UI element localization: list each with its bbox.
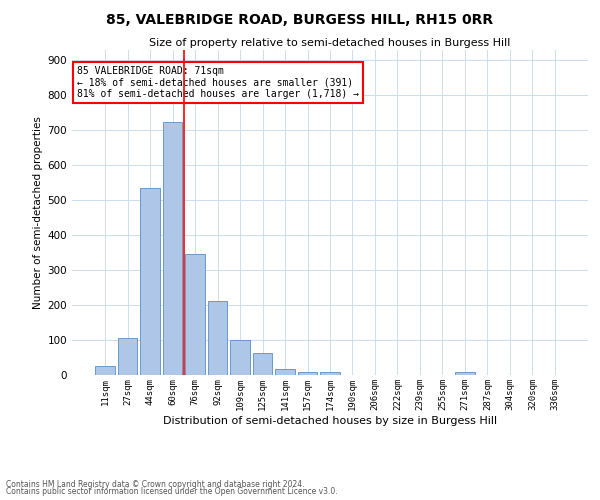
Title: Size of property relative to semi-detached houses in Burgess Hill: Size of property relative to semi-detach… xyxy=(149,38,511,48)
Text: Contains public sector information licensed under the Open Government Licence v3: Contains public sector information licen… xyxy=(6,487,338,496)
Bar xyxy=(95,366,115,375)
Bar xyxy=(253,354,272,375)
Bar xyxy=(185,254,205,375)
Bar xyxy=(140,188,160,375)
Text: 85, VALEBRIDGE ROAD, BURGESS HILL, RH15 0RR: 85, VALEBRIDGE ROAD, BURGESS HILL, RH15 … xyxy=(106,12,494,26)
Bar xyxy=(275,369,295,375)
Text: 85 VALEBRIDGE ROAD: 71sqm
← 18% of semi-detached houses are smaller (391)
81% of: 85 VALEBRIDGE ROAD: 71sqm ← 18% of semi-… xyxy=(77,66,359,100)
Bar xyxy=(163,122,182,375)
Bar xyxy=(298,372,317,375)
X-axis label: Distribution of semi-detached houses by size in Burgess Hill: Distribution of semi-detached houses by … xyxy=(163,416,497,426)
Bar xyxy=(118,338,137,375)
Bar xyxy=(230,340,250,375)
Text: Contains HM Land Registry data © Crown copyright and database right 2024.: Contains HM Land Registry data © Crown c… xyxy=(6,480,305,489)
Bar xyxy=(320,372,340,375)
Bar xyxy=(208,301,227,375)
Bar xyxy=(455,372,475,375)
Y-axis label: Number of semi-detached properties: Number of semi-detached properties xyxy=(34,116,43,309)
